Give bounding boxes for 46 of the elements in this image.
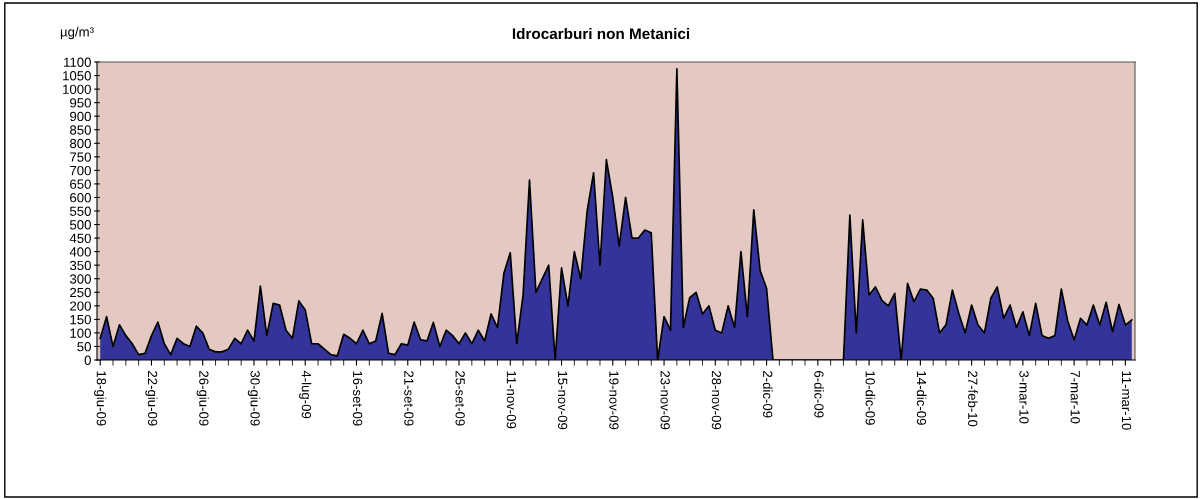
x-tick-label: 22-giu-09 bbox=[145, 371, 158, 426]
x-tick-label: 3-mar-10 bbox=[1019, 370, 1029, 424]
x-tick-label: 18-giu-09 bbox=[94, 371, 107, 426]
chart-title: Idrocarburi non Metanici bbox=[512, 27, 690, 40]
y-tick-label: 500 bbox=[69, 220, 91, 230]
x-tick-label: 27-feb-10 bbox=[968, 371, 978, 427]
x-tick-label: 23-nov-09 bbox=[660, 371, 670, 430]
y-tick-label: 50 bbox=[77, 342, 91, 352]
y-tick-label: 450 bbox=[69, 233, 91, 243]
y-tick-label: 300 bbox=[69, 274, 91, 284]
y-tick-label: 600 bbox=[70, 193, 91, 203]
y-tick-label: 1000 bbox=[63, 84, 91, 94]
y-tick-label: 650 bbox=[70, 179, 91, 189]
x-tick-label: 14-dic-09 bbox=[916, 371, 927, 425]
y-axis-title: µg/m³ bbox=[60, 26, 94, 40]
y-tick-label: 350 bbox=[69, 260, 91, 271]
x-tick-label: 10-dic-09 bbox=[865, 371, 876, 425]
x-tick-label: 19-nov-09 bbox=[609, 371, 619, 430]
x-tick-label: 26-giu-09 bbox=[196, 371, 209, 426]
y-tick-label: 200 bbox=[70, 301, 91, 311]
y-tick-label: 750 bbox=[70, 152, 91, 162]
y-tick-label: 250 bbox=[70, 287, 91, 298]
y-tick-label: 950 bbox=[70, 98, 91, 108]
y-tick-label: 100 bbox=[70, 328, 91, 338]
y-tick-label: 850 bbox=[70, 125, 91, 135]
x-tick-label: 2-dic-09 bbox=[763, 371, 773, 418]
x-tick-label: 7-mar-10 bbox=[1070, 371, 1080, 424]
y-tick-label: 1100 bbox=[64, 57, 91, 67]
x-tick-label: 30-giu-09 bbox=[247, 370, 261, 426]
y-tick-label: 700 bbox=[70, 165, 91, 176]
x-tick-label: 6-dic-09 bbox=[814, 371, 824, 418]
y-tick-label: 550 bbox=[69, 206, 91, 216]
x-tick-label: 4-lug-09 bbox=[299, 370, 312, 419]
y-tick-label: 900 bbox=[70, 111, 91, 122]
x-tick-label: 21-set-09 bbox=[404, 371, 414, 426]
x-tick-label: 25-set-09 bbox=[455, 371, 465, 426]
y-tick-label: 0 bbox=[84, 355, 91, 365]
x-tick-label: 16-set-09 bbox=[352, 371, 363, 426]
x-tick-label: 11-mar-10 bbox=[1121, 371, 1132, 430]
y-tick-label: 400 bbox=[69, 247, 91, 257]
x-tick-label: 15-nov-09 bbox=[558, 371, 568, 430]
x-tick-label: 11-nov-09 bbox=[506, 371, 517, 429]
y-tick-label: 800 bbox=[70, 138, 91, 149]
x-tick-label: 28-nov-09 bbox=[711, 371, 722, 430]
y-tick-label: 150 bbox=[70, 314, 91, 325]
y-tick-label: 1050 bbox=[63, 71, 91, 81]
